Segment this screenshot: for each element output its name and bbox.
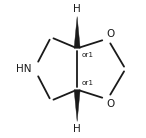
Text: H: H bbox=[73, 4, 81, 14]
Text: O: O bbox=[106, 29, 114, 39]
Text: O: O bbox=[106, 99, 114, 109]
Polygon shape bbox=[74, 17, 80, 48]
Text: or1: or1 bbox=[81, 52, 93, 58]
Polygon shape bbox=[74, 90, 80, 121]
Text: or1: or1 bbox=[81, 80, 93, 86]
Text: HN: HN bbox=[16, 64, 31, 74]
Text: H: H bbox=[73, 124, 81, 134]
